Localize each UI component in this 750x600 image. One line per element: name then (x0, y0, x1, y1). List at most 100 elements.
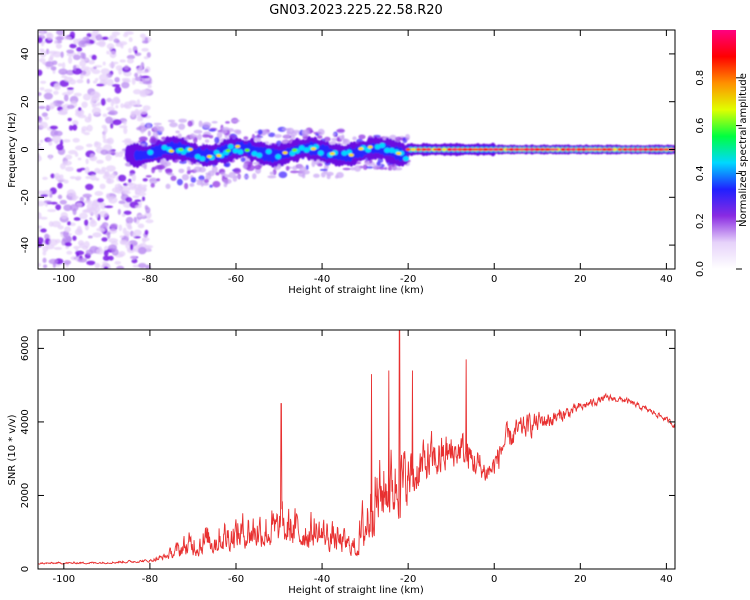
noise-blob (82, 193, 92, 198)
noise-blob (43, 92, 53, 100)
snr-x-tick-label: -60 (228, 574, 244, 585)
noise-blob (43, 200, 52, 204)
noise-blob (58, 68, 68, 75)
noise-blob (52, 60, 58, 65)
ridge-peak (550, 148, 555, 151)
halo-blob (167, 173, 175, 176)
ridge-peak (485, 148, 490, 151)
halo-blob (178, 123, 186, 130)
noise-blob (69, 31, 76, 38)
spectrogram-y-axis: -40 -20 0 20 40 (20, 48, 675, 253)
halo-blob (190, 177, 197, 183)
noise-blob (66, 104, 75, 110)
halo-blob (161, 136, 167, 141)
snr-x-tick-label: 20 (574, 574, 587, 585)
colorbar: 0.0 0.2 0.4 0.6 0.8 Normalized spectral ampl… (695, 30, 749, 277)
noise-blob (38, 143, 42, 147)
noise-blob (65, 166, 74, 172)
spectrogram-panel: -100 -80 -60 -40 -20 0 20 40 -40 -20 0 20 40 Height… (7, 29, 676, 296)
noise-blob (83, 241, 90, 249)
halo-blob (336, 136, 340, 142)
ridge-cyan (289, 150, 296, 157)
ridge-core (216, 154, 222, 158)
noise-blob (136, 118, 144, 122)
halo-blob (266, 131, 270, 135)
noise-blob (127, 248, 135, 254)
ridge-cyan (161, 144, 168, 151)
halo-blob (283, 134, 291, 139)
ridge-core (282, 151, 288, 155)
ridge-core (477, 147, 484, 152)
halo-blob (203, 178, 209, 184)
noise-blob (39, 216, 48, 220)
halo-blob (277, 126, 287, 132)
ridge-cyan (275, 154, 282, 160)
ridge-cyan (298, 145, 305, 151)
ridge-peak (547, 148, 552, 151)
halo-blob (198, 120, 203, 128)
noise-blob (59, 178, 66, 182)
ridge-core (348, 153, 354, 157)
ridge-peak (512, 148, 518, 151)
noise-blob (45, 48, 50, 55)
colorbar-tick-label: 0.0 (695, 261, 706, 277)
spectrogram-y-tick-label: -40 (20, 237, 31, 253)
noise-blob (49, 201, 58, 205)
ridge-peak (571, 148, 576, 151)
noise-blob (128, 47, 132, 54)
ridge-cyan (317, 150, 324, 156)
noise-blob (45, 105, 54, 110)
ridge-cyan (265, 149, 272, 155)
noise-blob (142, 184, 148, 188)
halo-blob (297, 170, 306, 177)
ridge-peak (471, 148, 476, 151)
noise-blob (53, 247, 63, 250)
halo-blob (232, 176, 238, 182)
noise-blob (76, 51, 82, 55)
noise-blob (77, 114, 87, 119)
halo-blob (165, 183, 171, 190)
noise-blob (133, 89, 142, 95)
noise-blob (86, 124, 93, 132)
noise-blob (106, 78, 114, 86)
noise-blob (143, 56, 149, 60)
noise-blob (56, 30, 65, 36)
noise-blob (76, 225, 82, 234)
halo-blob (242, 163, 248, 169)
noise-blob (147, 84, 152, 89)
ridge-peak (633, 148, 638, 151)
ridge-peak (423, 148, 428, 151)
noise-blob (39, 121, 48, 129)
ridge-cyan (365, 147, 372, 153)
noise-blob (100, 202, 107, 210)
noise-blob (142, 105, 151, 111)
ridge-peak (653, 148, 659, 151)
spectrogram-y-tick-label: 0 (20, 146, 31, 152)
snr-y-axis: 0 2000 4000 6000 (20, 336, 675, 572)
noise-blob (91, 69, 101, 75)
snr-y-tick-label: 6000 (20, 336, 31, 361)
noise-blob (115, 105, 119, 109)
halo-blob (177, 133, 182, 139)
spectrogram-x-label: Height of straight line (km) (288, 285, 424, 296)
noise-blob (86, 202, 95, 211)
ridge-peak (602, 148, 607, 151)
halo-blob (243, 175, 250, 179)
noise-blob (85, 143, 93, 148)
ridge-cyan (341, 150, 348, 156)
noise-blob (138, 262, 147, 269)
ridge-core (225, 149, 231, 153)
noise-blob (105, 150, 116, 155)
ridge-peak (474, 148, 480, 151)
noise-blob (86, 78, 90, 84)
halo-blob (285, 165, 290, 171)
colorbar-tick-label: 0.2 (695, 213, 706, 229)
noise-blob (42, 62, 47, 65)
snr-panel: -100 -80 -60 -40 -20 0 20 40 0 2000 4000 6000 Heig… (7, 329, 676, 596)
noise-blob (128, 222, 132, 229)
halo-blob (151, 167, 156, 174)
noise-blob (73, 217, 81, 221)
halo-blob (158, 168, 163, 173)
halo-blob (323, 136, 331, 142)
noise-blob (79, 242, 85, 249)
